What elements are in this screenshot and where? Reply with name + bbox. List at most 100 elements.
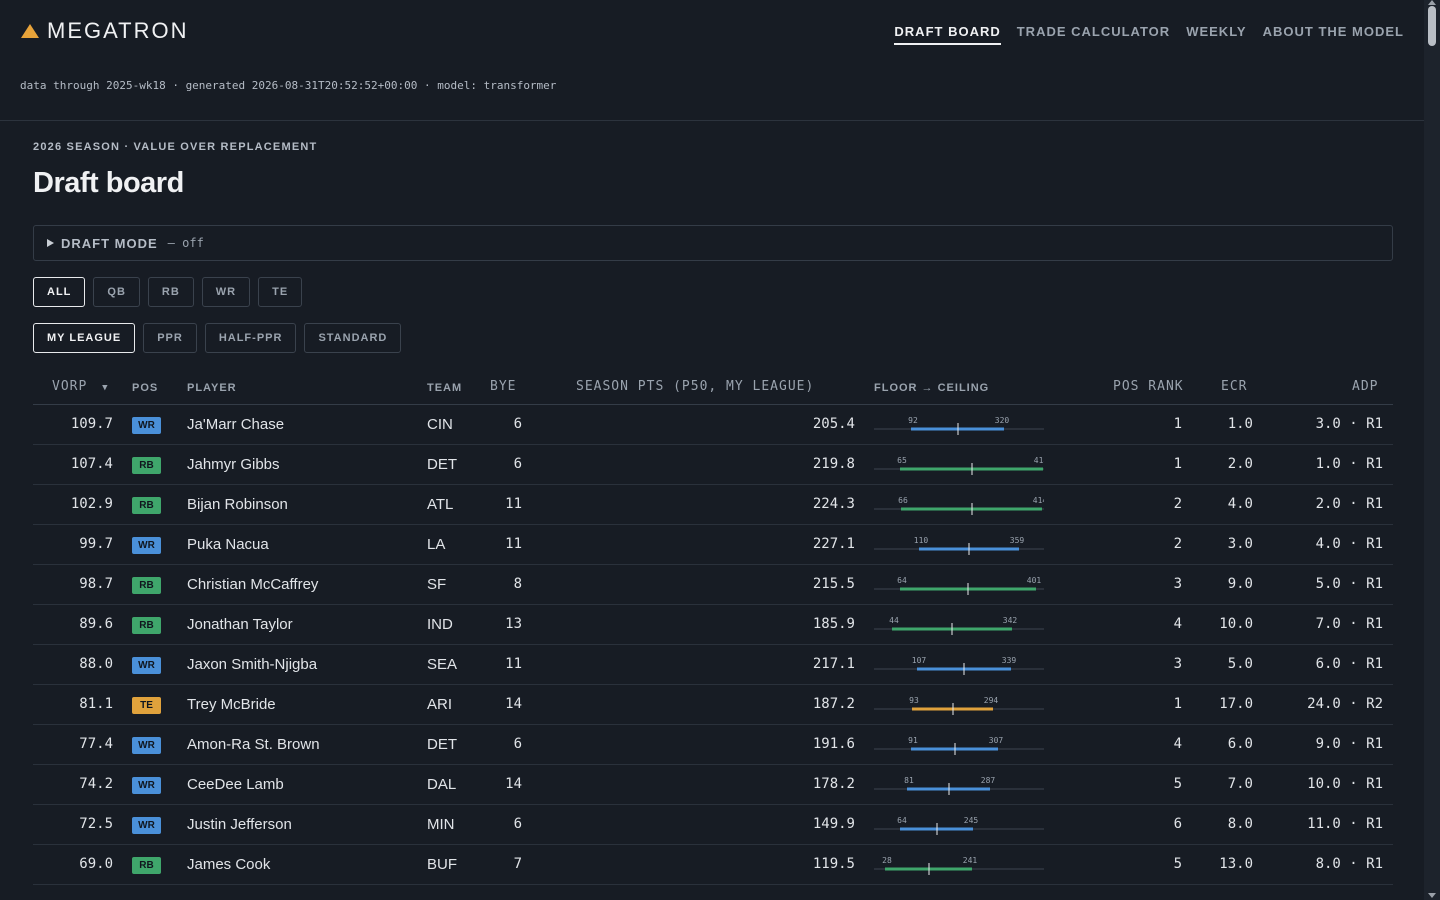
adp-value: 6.0 · R1 xyxy=(1315,656,1383,672)
team-code: DET xyxy=(427,456,457,473)
floor-label: 110 xyxy=(914,536,929,545)
nav-about-the-model[interactable]: ABOUT THE MODEL xyxy=(1262,24,1404,39)
col-header-season-pts[interactable]: SEASON PTS (P50, MY LEAGUE) xyxy=(576,379,815,394)
position-badge: WR xyxy=(132,537,161,554)
col-header-pos-rank[interactable]: POS RANK xyxy=(1113,379,1184,394)
adp-value: 4.0 · R1 xyxy=(1315,536,1383,552)
top-bar: MEGATRON DRAFT BOARD TRADE CALCULATOR WEEK… xyxy=(0,0,1424,121)
team-code: ATL xyxy=(427,496,454,513)
player-name[interactable]: Christian McCaffrey xyxy=(187,576,319,593)
table-row[interactable]: 69.0 RB James Cook BUF 7 119.5 28 241 5 13.0 8.0 ·… xyxy=(33,845,1393,885)
table-row[interactable]: 102.9 RB Bijan Robinson ATL 11 224.3 66 414 2 4.0… xyxy=(33,485,1393,525)
table-header: VORP ▼ POS PLAYER TEAM BYE SEASON PTS (P… xyxy=(33,367,1393,405)
format-ppr-button[interactable]: PPR xyxy=(143,323,197,353)
col-header-vorp[interactable]: VORP ▼ xyxy=(52,379,109,394)
team-code: DET xyxy=(427,736,457,753)
col-header-team[interactable]: TEAM xyxy=(427,382,463,394)
logo[interactable]: MEGATRON xyxy=(21,18,188,44)
scrollbar-thumb[interactable] xyxy=(1428,6,1436,46)
ecr-value: 3.0 xyxy=(1227,536,1253,552)
pos-rank: 1 xyxy=(1173,456,1182,472)
data-meta: data through 2025-wk18 · generated 2026-… xyxy=(20,79,557,92)
draft-mode-label: DRAFT MODE xyxy=(61,235,158,251)
nav-trade-calculator[interactable]: TRADE CALCULATOR xyxy=(1016,24,1171,39)
floor-ceiling-range: 93 294 xyxy=(874,693,1044,717)
range-chart: 28 241 xyxy=(874,856,1044,875)
player-name[interactable]: Puka Nacua xyxy=(187,536,269,553)
position-badge: RB xyxy=(132,857,161,874)
bye-week: 6 xyxy=(513,456,522,472)
player-name[interactable]: Bijan Robinson xyxy=(187,496,288,513)
season-points: 185.9 xyxy=(812,616,855,632)
pos-rank: 2 xyxy=(1173,536,1182,552)
filter-rb-button[interactable]: RB xyxy=(147,277,194,307)
table-row[interactable]: 77.4 WR Amon-Ra St. Brown DET 6 191.6 91 307 4 6.… xyxy=(33,725,1393,765)
ecr-value: 9.0 xyxy=(1227,576,1253,592)
col-header-adp[interactable]: ADP xyxy=(1352,379,1379,394)
format-half-ppr-button[interactable]: HALF-PPR xyxy=(204,323,297,353)
bye-week: 14 xyxy=(505,776,522,792)
table-row[interactable]: 88.0 WR Jaxon Smith-Njigba SEA 11 217.1 107 339… xyxy=(33,645,1393,685)
position-badge: WR xyxy=(132,737,161,754)
ecr-value: 2.0 xyxy=(1227,456,1253,472)
player-name[interactable]: Ja'Marr Chase xyxy=(187,416,285,433)
filter-qb-button[interactable]: QB xyxy=(93,277,140,307)
bye-week: 7 xyxy=(513,856,522,872)
floor-label: 91 xyxy=(908,736,918,745)
table-row[interactable]: 72.5 WR Justin Jefferson MIN 6 149.9 64 245 6 8.0… xyxy=(33,805,1393,845)
season-points: 187.2 xyxy=(812,696,855,712)
floor-label: 65 xyxy=(897,456,907,465)
bye-week: 6 xyxy=(513,416,522,432)
ecr-value: 10.0 xyxy=(1219,616,1253,632)
table-row[interactable]: 74.2 WR CeeDee Lamb DAL 14 178.2 81 287 5 7.0 10.0… xyxy=(33,765,1393,805)
adp-value: 11.0 · R1 xyxy=(1307,816,1383,832)
floor-label: 92 xyxy=(908,416,918,425)
floor-ceiling-range: 92 320 xyxy=(874,413,1044,437)
table-row[interactable]: 98.7 RB Christian McCaffrey SF 8 215.5 64 401 3 9… xyxy=(33,565,1393,605)
caret-right-icon xyxy=(47,239,54,247)
filter-wr-button[interactable]: WR xyxy=(201,277,251,307)
table-row[interactable]: 81.1 TE Trey McBride ARI 14 187.2 93 294 1 17.0 24… xyxy=(33,685,1393,725)
draft-mode-state: — off xyxy=(167,236,204,250)
nav-draft-board[interactable]: DRAFT BOARD xyxy=(894,24,1001,45)
ceiling-label: 245 xyxy=(964,816,979,825)
col-header-player[interactable]: PLAYER xyxy=(187,382,237,394)
col-header-pos[interactable]: POS xyxy=(132,382,159,394)
player-name[interactable]: James Cook xyxy=(187,856,271,873)
table-row[interactable]: 99.7 WR Puka Nacua LA 11 227.1 110 359 2 3.0 4.0 ·… xyxy=(33,525,1393,565)
team-code: IND xyxy=(427,616,453,633)
bye-week: 11 xyxy=(505,656,522,672)
floor-label: 93 xyxy=(909,696,919,705)
team-code: MIN xyxy=(427,816,455,833)
table-row[interactable]: 89.6 RB Jonathan Taylor IND 13 185.9 44 342 4 10.… xyxy=(33,605,1393,645)
floor-label: 64 xyxy=(897,816,907,825)
range-chart: 64 401 xyxy=(874,576,1044,595)
scroll-down-arrow-icon[interactable] xyxy=(1428,893,1436,898)
filter-all-button[interactable]: ALL xyxy=(33,277,86,307)
col-header-bye[interactable]: BYE xyxy=(490,379,517,394)
pos-rank: 6 xyxy=(1173,816,1182,832)
player-name[interactable]: Jonathan Taylor xyxy=(187,616,293,633)
player-name[interactable]: Amon-Ra St. Brown xyxy=(187,736,320,753)
filter-te-button[interactable]: TE xyxy=(258,277,303,307)
page-scrollbar[interactable] xyxy=(1424,0,1440,900)
range-chart: 91 307 xyxy=(874,736,1044,755)
draft-mode-toggle[interactable]: DRAFT MODE — off xyxy=(33,225,1393,261)
table-row[interactable]: 107.4 RB Jahmyr Gibbs DET 6 219.8 65 418 1 2.0 1.0… xyxy=(33,445,1393,485)
pos-rank: 3 xyxy=(1173,656,1182,672)
ceiling-label: 339 xyxy=(1002,656,1017,665)
table-row[interactable]: 109.7 WR Ja'Marr Chase CIN 6 205.4 92 320 1 1.0 3.… xyxy=(33,405,1393,445)
scroll-up-arrow-icon[interactable] xyxy=(1428,0,1436,5)
ecr-value: 7.0 xyxy=(1227,776,1253,792)
format-my-league-button[interactable]: MY LEAGUE xyxy=(33,323,136,353)
pos-rank: 5 xyxy=(1173,856,1182,872)
player-name[interactable]: Trey McBride xyxy=(187,696,276,713)
player-name[interactable]: CeeDee Lamb xyxy=(187,776,284,793)
player-name[interactable]: Jaxon Smith-Njigba xyxy=(187,656,318,673)
pos-rank: 4 xyxy=(1173,616,1182,632)
nav-weekly[interactable]: WEEKLY xyxy=(1186,24,1247,39)
format-standard-button[interactable]: STANDARD xyxy=(304,323,402,353)
player-name[interactable]: Justin Jefferson xyxy=(187,816,292,833)
player-name[interactable]: Jahmyr Gibbs xyxy=(187,456,280,473)
col-header-ecr[interactable]: ECR xyxy=(1221,379,1248,394)
